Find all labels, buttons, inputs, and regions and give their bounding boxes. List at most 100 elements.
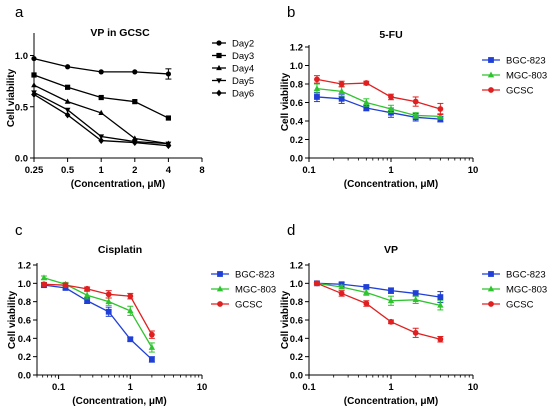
data-point	[412, 98, 419, 105]
series-bgc-823	[313, 280, 444, 304]
y-tick-label: 0.0	[15, 154, 28, 165]
legend-item-bgc-823: BGC-823	[482, 56, 546, 67]
legend-item-gcsc: GCSC	[211, 300, 263, 311]
x-tick-label: 1	[128, 382, 134, 393]
data-point	[105, 291, 112, 298]
data-point	[363, 99, 370, 105]
series-day3	[31, 72, 171, 121]
data-point	[41, 281, 47, 288]
x-tick-label: 10	[468, 165, 479, 176]
data-point	[65, 84, 71, 90]
data-point	[437, 336, 444, 343]
data-point	[132, 69, 138, 75]
data-point	[127, 307, 134, 314]
panel-letter: c	[15, 222, 23, 239]
x-tick-label: 0.1	[302, 382, 316, 393]
data-point	[98, 109, 105, 115]
series-bgc-823	[313, 91, 444, 123]
y-tick-label: 0.6	[290, 98, 303, 109]
data-point	[388, 287, 394, 294]
legend-label: Day2	[232, 39, 254, 50]
legend-label: BGC-823	[506, 270, 546, 281]
data-point	[132, 99, 138, 105]
data-point	[363, 80, 370, 86]
chart-panel-d: d VP 0.0 0.2 0.4 0.6 0.8 1.0 1.2 0.1 1 10 Cell viabi…	[280, 222, 547, 407]
data-point	[84, 285, 91, 292]
legend-label: Day3	[232, 51, 254, 62]
y-tick-label: 1.0	[18, 279, 31, 290]
legend-label: BGC-823	[506, 56, 546, 67]
legend-marker	[216, 52, 222, 59]
panel-letter: a	[15, 4, 24, 21]
series-gcsc	[313, 75, 444, 116]
x-tick-label: 1	[99, 165, 105, 176]
data-point	[363, 284, 370, 290]
data-point	[31, 82, 37, 88]
y-axis-label: Cell viability	[280, 72, 291, 131]
y-tick-label: 0.4	[290, 334, 304, 345]
y-tick-label: 0.8	[290, 80, 303, 91]
data-point	[338, 81, 345, 87]
chart-title: VP in GCSC	[90, 27, 150, 39]
data-point	[31, 55, 37, 62]
data-point	[363, 105, 370, 111]
legend-label: GCSC	[235, 300, 263, 311]
legend-item-day6: Day6	[212, 89, 254, 100]
data-point	[338, 95, 345, 102]
series-day2	[31, 55, 172, 80]
data-point	[127, 293, 134, 300]
series-gcsc	[313, 280, 444, 343]
x-tick-label: 10	[197, 382, 208, 393]
y-tick-label: 0.4	[290, 117, 304, 128]
data-point	[98, 94, 104, 101]
data-point	[105, 308, 112, 315]
y-tick-label: 1.0	[15, 51, 28, 62]
legend-item-bgc-823: BGC-823	[211, 270, 275, 281]
y-axis-label: Cell viability	[6, 68, 17, 127]
data-point	[148, 331, 155, 338]
data-point	[412, 111, 419, 118]
data-point	[437, 301, 444, 308]
x-axis-label: (Concentration, μM)	[72, 396, 166, 407]
legend-item-mgc-803: MGC-803	[482, 285, 547, 296]
y-tick-label: 0.8	[290, 297, 303, 308]
y-tick-label: 1.2	[290, 43, 303, 54]
data-point	[40, 274, 48, 281]
legend-label: MGC-803	[235, 285, 276, 296]
data-point	[338, 283, 345, 290]
legend-item-bgc-823: BGC-823	[482, 270, 546, 281]
y-tick-label: 0.0	[290, 154, 303, 165]
legend-marker	[216, 40, 222, 46]
data-point	[64, 111, 71, 119]
data-point	[31, 91, 37, 98]
data-point	[98, 134, 105, 140]
data-point	[387, 105, 395, 112]
series-line	[316, 282, 441, 340]
series-day6	[31, 91, 172, 150]
chart-panel-a: a VP in GCSC 0.0 0.5 1.0 0.25 0.5 1 2 4 8 Cell viab…	[6, 4, 254, 190]
legend-item-day5: Day5	[212, 76, 254, 87]
y-tick-label: 1.2	[18, 261, 31, 272]
data-point	[62, 282, 69, 289]
y-tick-label: 1.0	[290, 279, 303, 290]
data-point	[387, 297, 395, 304]
x-tick-label: 4	[166, 165, 172, 176]
data-point	[165, 115, 171, 121]
data-point	[313, 85, 321, 91]
series-mgc-803	[313, 83, 444, 120]
chart-panel-c: c Cisplatin 0.0 0.2 0.4 0.6 0.8 1.0 1.2 0.1 1 10 Cel…	[7, 222, 276, 407]
data-point	[388, 94, 394, 100]
legend-label: Day5	[232, 76, 254, 87]
legend-label: BGC-823	[235, 270, 275, 281]
legend-label: GCSC	[506, 300, 534, 311]
y-tick-label: 0.8	[18, 297, 31, 308]
legend-marker	[216, 285, 224, 292]
data-point	[314, 94, 320, 100]
data-point	[65, 64, 71, 70]
legend-marker	[216, 78, 222, 84]
legend-marker	[488, 87, 494, 93]
x-tick-label: 0.1	[302, 165, 316, 176]
x-tick-label: 1	[388, 165, 394, 176]
data-point	[83, 291, 91, 298]
